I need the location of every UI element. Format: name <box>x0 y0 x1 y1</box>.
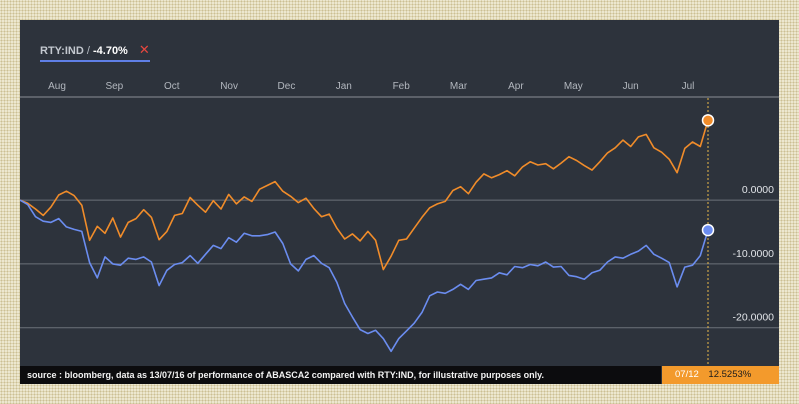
x-tick-label-sep: Sep <box>105 81 123 92</box>
legend-change: -4.70% <box>92 45 128 57</box>
series-line-1 <box>20 120 709 271</box>
x-tick-label-mar: Mar <box>450 81 468 92</box>
legend-separator: / <box>86 45 90 57</box>
x-tick-label-feb: Feb <box>393 81 411 92</box>
chart-panel: RTY:IND / -4.70% ✕ Aug Sep Oct Nov Dec Jan Feb… <box>20 20 779 384</box>
x-tick-label-nov: Nov <box>220 81 238 92</box>
source-footer: source : bloomberg, data as 13/07/16 of … <box>20 366 661 384</box>
legend-symbol: RTY:IND <box>40 45 84 57</box>
series-end-point-2[interactable] <box>701 223 715 237</box>
legend-tag[interactable]: RTY:IND / -4.70% ✕ <box>40 42 150 62</box>
x-tick-label-jan: Jan <box>336 81 352 92</box>
close-icon[interactable]: ✕ <box>138 42 150 57</box>
y-tick-label: -20.0000 <box>733 312 775 324</box>
readout-date: 07/12 <box>675 369 699 380</box>
crosshair-readout: 07/12 12.5253% <box>662 366 779 384</box>
x-tick-label-apr: Apr <box>508 81 524 92</box>
x-tick-label-jun: Jun <box>623 81 639 92</box>
line-chart[interactable]: Aug Sep Oct Nov Dec Jan Feb Mar Apr May Jun Jul 0.0… <box>20 20 779 366</box>
x-tick-label-oct: Oct <box>164 81 180 92</box>
x-tick-label-dec: Dec <box>278 81 296 92</box>
readout-value: 12.5253% <box>708 369 752 380</box>
x-tick-label-jul: Jul <box>682 81 695 92</box>
series-end-point-1[interactable] <box>701 114 715 127</box>
y-tick-label: 0.0000 <box>742 184 774 196</box>
x-tick-label-aug: Aug <box>48 81 66 92</box>
y-tick-label: -10.0000 <box>733 248 775 260</box>
x-tick-label-may: May <box>564 81 583 92</box>
series-line-2 <box>20 199 709 353</box>
